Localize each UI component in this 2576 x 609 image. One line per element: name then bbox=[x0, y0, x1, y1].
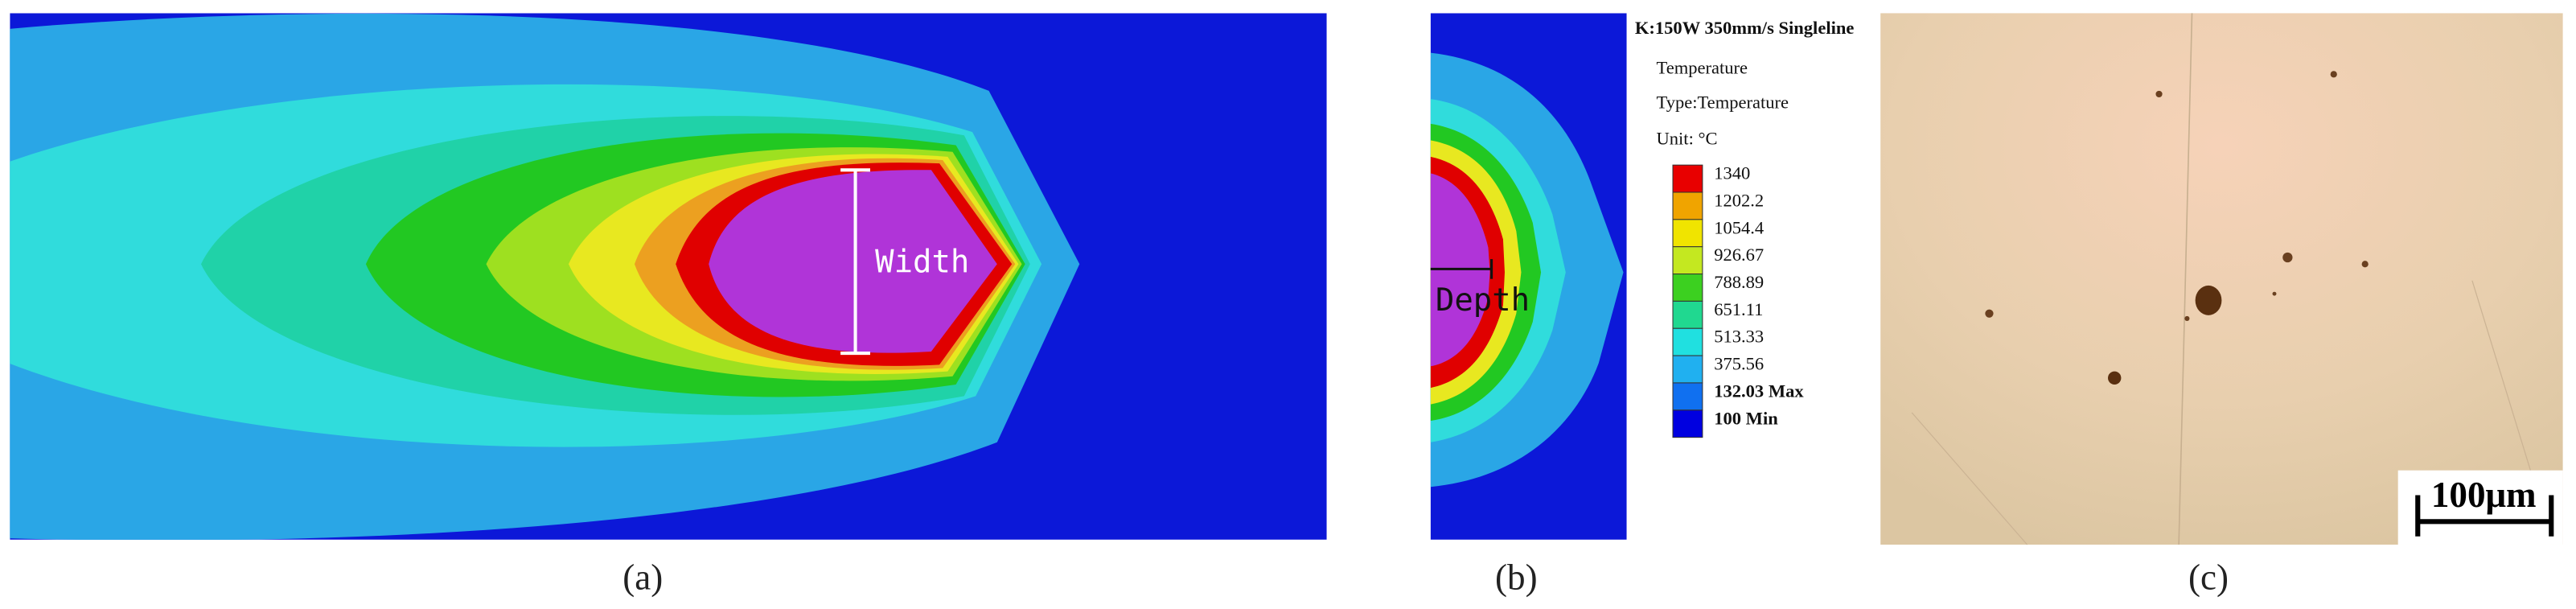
panel-label: (a) bbox=[622, 557, 663, 597]
scale-bar-label: 100μm bbox=[2431, 475, 2537, 515]
panel-a-contours bbox=[10, 13, 1327, 540]
panel-label: (c) bbox=[2188, 557, 2229, 597]
legend-label: 100 Min bbox=[1714, 408, 1778, 428]
width-marker bbox=[840, 168, 871, 356]
legend-swatch bbox=[1672, 355, 1703, 384]
legend-label: 1340 bbox=[1714, 163, 1750, 183]
legend-swatch bbox=[1672, 219, 1703, 248]
legend-swatch bbox=[1672, 164, 1703, 193]
legend-swatch bbox=[1672, 300, 1703, 329]
legend-swatch bbox=[1672, 382, 1703, 411]
legend-swatch bbox=[1672, 191, 1703, 220]
legend-label: 1054.4 bbox=[1714, 217, 1764, 237]
legend-label: 788.89 bbox=[1714, 272, 1764, 292]
legend-swatch bbox=[1672, 327, 1703, 356]
legend-label: 132.03 Max bbox=[1714, 381, 1804, 401]
legend-title: K:150W 350mm/s Singleline bbox=[1635, 18, 1855, 38]
legend-swatch bbox=[1672, 409, 1703, 438]
width-label: Width bbox=[875, 245, 969, 281]
legend-label: 651.11 bbox=[1714, 299, 1763, 319]
panel-label: (b) bbox=[1495, 557, 1538, 597]
legend-label: 926.67 bbox=[1714, 245, 1764, 265]
legend-type: Type:Temperature bbox=[1657, 92, 1789, 112]
legend-swatch bbox=[1672, 274, 1703, 302]
micrograph bbox=[1880, 13, 2563, 545]
legend-scale: 1340 1202.2 1054.4 926.67 788.89 651.11 513.33… bbox=[1672, 163, 1804, 438]
legend-label: 375.56 bbox=[1714, 354, 1764, 374]
legend-unit: Unit: °C bbox=[1657, 129, 1718, 149]
depth-label: Depth bbox=[1436, 282, 1530, 319]
legend-name: Temperature bbox=[1657, 57, 1748, 77]
panel-b-contours bbox=[1430, 13, 1627, 540]
legend-label: 1202.2 bbox=[1714, 190, 1764, 210]
legend-label: 513.33 bbox=[1714, 327, 1764, 347]
legend-swatch bbox=[1672, 246, 1703, 275]
